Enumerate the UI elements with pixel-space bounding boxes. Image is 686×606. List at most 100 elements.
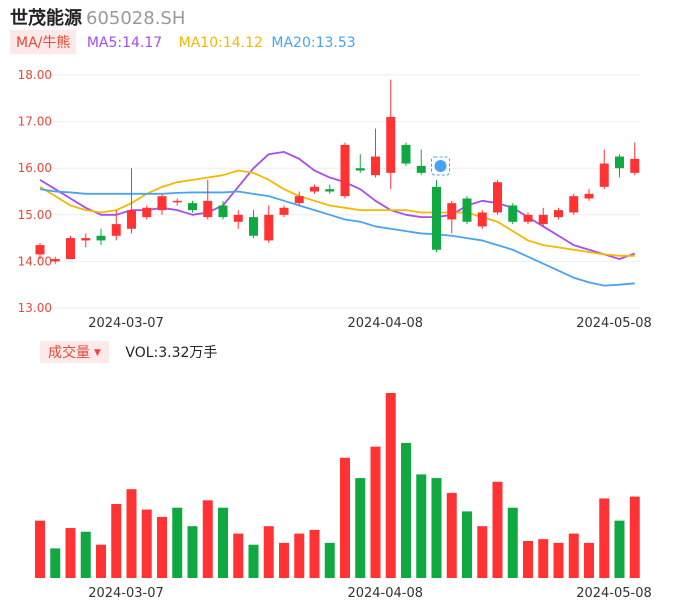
stock-header: 世茂能源 605028.SH <box>10 4 186 29</box>
candle <box>50 256 60 264</box>
volume-bar <box>294 533 305 578</box>
candle-body <box>355 168 365 171</box>
volume-selector[interactable]: 成交量 ▼ <box>40 341 109 363</box>
indicator-bar: MA/牛熊 MA5:14.17 MA10:14.12 MA20:13.53 <box>10 30 356 54</box>
volume-x-axis: 2024-03-07 2024-04-08 2024-05-08 <box>88 586 652 601</box>
candle <box>355 154 365 173</box>
candle <box>599 149 609 190</box>
candles <box>35 79 640 264</box>
candle-body <box>416 165 426 173</box>
candle <box>218 200 228 220</box>
y-tick-label: 14.00 <box>18 254 52 268</box>
volume-bar <box>279 542 289 578</box>
candle <box>35 242 45 260</box>
candle <box>615 154 624 178</box>
candle-body <box>371 156 380 176</box>
y-tick-label: 13.00 <box>18 301 52 315</box>
candle-body <box>35 245 45 255</box>
volume-bar <box>80 531 91 578</box>
indicator-selector[interactable]: MA/牛熊 <box>10 30 77 54</box>
candle <box>538 207 548 227</box>
candle-body <box>249 217 258 236</box>
marker-dot <box>434 160 447 172</box>
candle-body <box>599 163 609 187</box>
candle <box>569 193 579 215</box>
volume-bar <box>477 526 488 578</box>
y-tick-label: 18.00 <box>18 68 52 82</box>
candle <box>493 179 502 215</box>
ma10-label: MA10:14.12 <box>178 35 263 51</box>
candle <box>310 184 319 194</box>
candle-body <box>477 212 487 227</box>
volume-x-tick-label: 2024-05-08 <box>576 586 652 601</box>
candle <box>142 205 152 220</box>
marker <box>431 156 450 176</box>
volume-bar <box>614 520 625 578</box>
y-tick-label: 17.00 <box>18 115 52 129</box>
candle-body <box>81 238 91 241</box>
candle <box>477 210 487 229</box>
volume-bar <box>202 500 213 578</box>
candle-body <box>554 210 563 218</box>
volume-bar <box>355 478 366 578</box>
candle <box>447 200 457 234</box>
candle-body <box>157 196 167 211</box>
candle-body <box>203 200 213 218</box>
candle-body <box>50 259 60 262</box>
candle <box>203 179 213 220</box>
y-tick-label: 15.00 <box>18 208 52 222</box>
candle-body <box>310 186 319 192</box>
candle <box>386 79 396 190</box>
candle-body <box>172 200 182 203</box>
volume-bar <box>157 516 167 578</box>
price-grid <box>33 74 640 309</box>
candle <box>81 233 91 248</box>
volume-bar <box>446 492 457 578</box>
ma20-line <box>39 188 635 287</box>
candle <box>401 142 411 166</box>
candle-body <box>279 207 289 215</box>
candle <box>264 205 274 243</box>
price-y-axis: 18.00 17.00 16.00 15.00 14.00 13.00 <box>18 68 52 315</box>
volume-bar <box>141 509 152 578</box>
candle <box>249 210 258 239</box>
candle-body <box>294 196 304 204</box>
volume-bar <box>492 481 503 578</box>
stock-code: 605028.SH <box>86 8 186 29</box>
ma5-line <box>39 150 636 260</box>
candle-body <box>111 224 121 236</box>
volume-x-tick-label: 2024-04-08 <box>347 586 423 601</box>
candle <box>554 207 563 220</box>
volume-bar <box>126 489 137 578</box>
candle-body <box>615 156 624 169</box>
candle <box>584 189 594 201</box>
candle-body <box>523 214 533 222</box>
volume-x-tick-label: 2024-03-07 <box>88 586 164 601</box>
candle-body <box>493 182 502 213</box>
candle <box>157 193 167 215</box>
ma20-label: MA20:13.53 <box>271 35 356 51</box>
volume-bar <box>507 507 518 578</box>
ma5-label: MA5:14.17 <box>86 35 163 51</box>
candle-body <box>447 203 457 220</box>
candle <box>111 210 121 241</box>
volume-bar <box>462 511 472 578</box>
candle <box>630 142 640 176</box>
candle-body <box>96 235 106 241</box>
volume-bar <box>65 528 76 578</box>
x-tick-label: 2024-03-07 <box>88 316 164 331</box>
marker-frame <box>431 156 450 176</box>
price-x-axis: 2024-03-07 2024-04-08 2024-05-08 <box>88 316 652 331</box>
candle-body <box>66 238 75 260</box>
volume-bar <box>599 498 610 578</box>
volume-bar <box>263 526 274 578</box>
candle-body <box>569 196 579 213</box>
volume-bar <box>233 533 244 578</box>
candle <box>172 198 182 206</box>
candle <box>66 235 75 260</box>
volume-bar <box>568 533 579 578</box>
candle-body <box>584 193 594 199</box>
volume-bar <box>584 542 594 578</box>
volume-bar <box>218 507 228 578</box>
